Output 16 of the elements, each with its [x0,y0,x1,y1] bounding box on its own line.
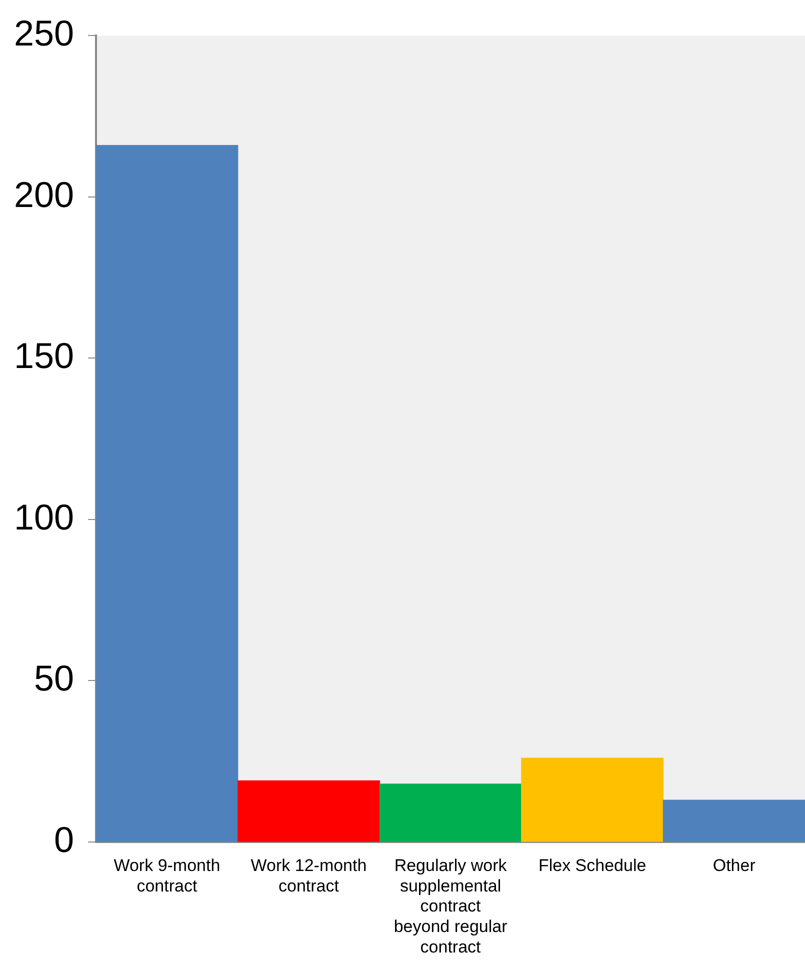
y-tick-label: 100 [14,496,74,538]
y-tick-label: 150 [14,335,74,376]
bar [379,784,522,842]
x-tick-label: Work 9-month contract [114,856,220,896]
y-tick-label: 0 [54,818,74,860]
x-tick-label: Work 12-month contract [250,856,367,896]
x-tick-label: Flex Schedule [538,856,646,875]
y-tick-label: 250 [14,12,74,54]
x-tick-label: Regularly work supplemental contract beyond regular contract [394,856,508,956]
y-tick-label: 50 [34,658,74,699]
bar [662,800,805,842]
bar [238,780,380,842]
bar [96,144,238,842]
y-tick-label: 200 [14,174,74,215]
x-tick-label: Other [712,856,756,875]
bar [521,758,664,842]
